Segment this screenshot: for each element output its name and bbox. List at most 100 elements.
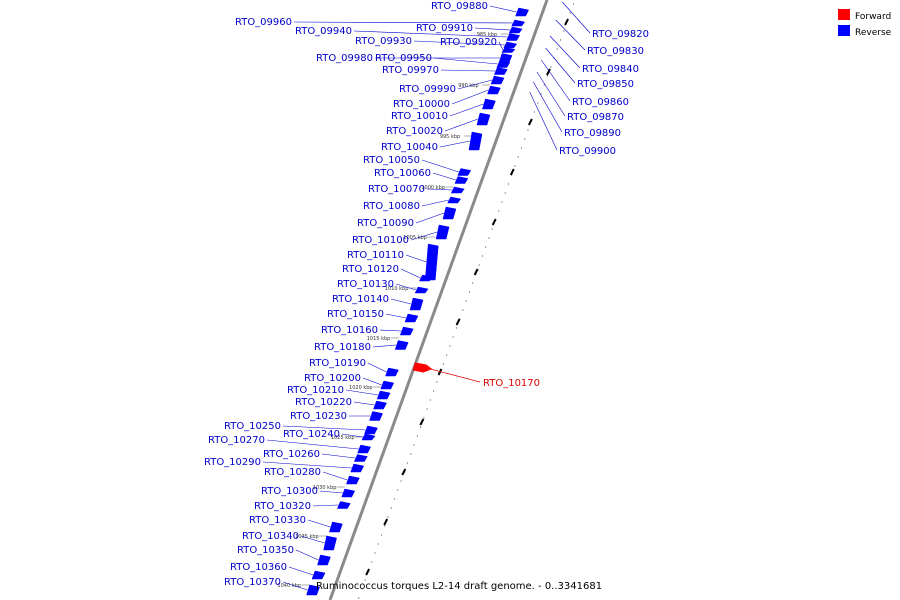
- gene-feature-RTO_10340[interactable]: [323, 535, 337, 551]
- gene-feature-RTO_09880[interactable]: [515, 7, 530, 17]
- gene-feature-RTO_10050[interactable]: [457, 168, 472, 176]
- gene-label-RTO_09930[interactable]: RTO_09930: [355, 36, 412, 47]
- gene-feature-RTO_10140[interactable]: [409, 297, 424, 311]
- gene-feature-RTO_10250[interactable]: [364, 425, 378, 435]
- gene-label-RTO_10150[interactable]: RTO_10150: [327, 309, 384, 320]
- gene-feature-RTO_10000[interactable]: [487, 85, 501, 95]
- gene-label-RTO_10100[interactable]: RTO_10100: [352, 235, 409, 246]
- gene-label-RTO_09980[interactable]: RTO_09980: [316, 53, 373, 64]
- gene-feature-RTO_10040[interactable]: [468, 131, 483, 151]
- gene-label-RTO_09820[interactable]: RTO_09820: [592, 29, 649, 40]
- gene-label-RTO_09940[interactable]: RTO_09940: [295, 26, 352, 37]
- gene-label-RTO_10020[interactable]: RTO_10020: [386, 126, 443, 137]
- gene-label-RTO_10230[interactable]: RTO_10230: [290, 411, 347, 422]
- gene-label-RTO_09990[interactable]: RTO_09990: [399, 84, 456, 95]
- gene-label-RTO_09920[interactable]: RTO_09920: [440, 37, 497, 48]
- gene-label-RTO_09850[interactable]: RTO_09850: [577, 79, 634, 90]
- gene-label-RTO_09890[interactable]: RTO_09890: [564, 128, 621, 139]
- gene-label-RTO_10140[interactable]: RTO_10140: [332, 294, 389, 305]
- gene-feature-RTO_10150[interactable]: [404, 313, 419, 323]
- gene-feature-RTO_10190[interactable]: [385, 367, 399, 377]
- gene-label-RTO_10210[interactable]: RTO_10210: [287, 385, 344, 396]
- gene-label-RTO_09830[interactable]: RTO_09830: [587, 46, 644, 57]
- gene-label-RTO_10040[interactable]: RTO_10040: [381, 142, 438, 153]
- gene-label-RTO_10130[interactable]: RTO_10130: [337, 279, 394, 290]
- gene-label-RTO_10060[interactable]: RTO_10060: [374, 168, 431, 179]
- gene-label-RTO_10340[interactable]: RTO_10340: [242, 531, 299, 542]
- gene-label-RTO_10320[interactable]: RTO_10320: [254, 501, 311, 512]
- gene-label-RTO_10200[interactable]: RTO_10200: [304, 373, 361, 384]
- gene-feature-RTO_09960[interactable]: [511, 19, 526, 27]
- gene-label-RTO_10260[interactable]: RTO_10260: [263, 449, 320, 460]
- gene-label-RTO_10330[interactable]: RTO_10330: [249, 515, 306, 526]
- gene-feature-RTO_10170[interactable]: [412, 362, 433, 373]
- gene-label-RTO_10370[interactable]: RTO_10370: [224, 577, 281, 588]
- gene-feature-RTO_10130[interactable]: [414, 286, 429, 294]
- gene-label-RTO_10160[interactable]: RTO_10160: [321, 325, 378, 336]
- gene-feature-RTO_10010[interactable]: [482, 98, 496, 110]
- gene-label-RTO_10270[interactable]: RTO_10270: [208, 435, 265, 446]
- gene-feature-RTO_09940[interactable]: [506, 33, 521, 41]
- gene-label-RTO_10110[interactable]: RTO_10110: [347, 250, 404, 261]
- gene-feature-RTO_10160[interactable]: [399, 326, 414, 336]
- gene-feature-RTO_10330[interactable]: [329, 521, 343, 533]
- gene-feature-RTO_10080[interactable]: [447, 196, 462, 204]
- gene-feature-RTO_10240[interactable]: [361, 433, 376, 441]
- gene-feature-RTO_10270[interactable]: [357, 444, 371, 454]
- gene-feature-RTO_10090[interactable]: [442, 206, 457, 220]
- gene-feature-RTO_10220[interactable]: [373, 400, 387, 410]
- gene-label-RTO_10070[interactable]: RTO_10070: [368, 184, 425, 195]
- gene-feature-RTO_10200[interactable]: [380, 380, 395, 390]
- gene-feature-RTO_10350[interactable]: [317, 554, 331, 566]
- gene-label-RTO_09960[interactable]: RTO_09960: [235, 17, 292, 28]
- gene-feature-RTO_10060[interactable]: [454, 176, 469, 184]
- gene-label-RTO_09870[interactable]: RTO_09870: [567, 112, 624, 123]
- gene-label-RTO_10280[interactable]: RTO_10280: [264, 467, 321, 478]
- gene-feature-RTO_10370[interactable]: [306, 584, 320, 596]
- ruler-dot: [364, 579, 366, 581]
- gene-feature-RTO_10100[interactable]: [435, 224, 450, 240]
- gene-label-RTO_10250[interactable]: RTO_10250: [224, 421, 281, 432]
- gene-feature-RTO_09950[interactable]: [496, 60, 511, 68]
- gene-label-RTO_10050[interactable]: RTO_10050: [363, 155, 420, 166]
- gene-label-RTO_09950[interactable]: RTO_09950: [375, 53, 432, 64]
- gene-feature-RTO_10280[interactable]: [346, 475, 360, 485]
- gene-feature-RTO_10260[interactable]: [353, 454, 368, 462]
- gene-label-RTO_10220[interactable]: RTO_10220: [295, 397, 352, 408]
- gene-feature-RTO_10120[interactable]: [419, 274, 433, 282]
- gene-feature-RTO_10110[interactable]: [424, 243, 439, 281]
- gene-label-RTO_10190[interactable]: RTO_10190: [309, 358, 366, 369]
- gene-feature-RTO_09970[interactable]: [493, 67, 508, 75]
- gene-label-RTO_10090[interactable]: RTO_10090: [357, 218, 414, 229]
- gene-label-RTO_10360[interactable]: RTO_10360: [230, 562, 287, 573]
- gene-feature-RTO_10020[interactable]: [476, 112, 491, 126]
- gene-feature-RTO_10320[interactable]: [336, 501, 351, 509]
- gene-feature-RTO_10210[interactable]: [376, 390, 391, 400]
- gene-label-RTO_10290[interactable]: RTO_10290: [204, 457, 261, 468]
- gene-label-RTO_10120[interactable]: RTO_10120: [342, 264, 399, 275]
- gene-feature-RTO_10290[interactable]: [350, 463, 365, 473]
- gene-label-RTO_09860[interactable]: RTO_09860: [572, 97, 629, 108]
- gene-feature-RTO_09930[interactable]: [503, 41, 518, 49]
- gene-label-RTO_10010[interactable]: RTO_10010: [391, 111, 448, 122]
- gene-label-RTO_10170[interactable]: RTO_10170: [483, 378, 540, 389]
- gene-feature-RTO_10070[interactable]: [450, 186, 465, 194]
- gene-feature-RTO_10180[interactable]: [394, 340, 409, 350]
- gene-label-RTO_09840[interactable]: RTO_09840: [582, 64, 639, 75]
- gene-feature-RTO_10360[interactable]: [311, 570, 326, 580]
- gene-label-RTO_10000[interactable]: RTO_10000: [393, 99, 450, 110]
- gene-feature-RTO_10300[interactable]: [341, 488, 356, 498]
- gene-label-RTO_10180[interactable]: RTO_10180: [314, 342, 371, 353]
- gene-feature-RTO_09990[interactable]: [490, 75, 505, 85]
- gene-label-RTO_09900[interactable]: RTO_09900: [559, 146, 616, 157]
- gene-feature-RTO_10230[interactable]: [369, 411, 383, 421]
- gene-label-RTO_09970[interactable]: RTO_09970: [382, 65, 439, 76]
- gene-feature-RTO_09910[interactable]: [508, 26, 523, 34]
- gene-label-RTO_10080[interactable]: RTO_10080: [363, 201, 420, 212]
- gene-label-RTO_10240[interactable]: RTO_10240: [283, 429, 340, 440]
- gene-label-RTO_09910[interactable]: RTO_09910: [416, 23, 473, 34]
- gene-feature-RTO_09920[interactable]: [501, 47, 516, 53]
- gene-label-RTO_10350[interactable]: RTO_10350: [237, 545, 294, 556]
- gene-label-RTO_09880[interactable]: RTO_09880: [431, 1, 488, 12]
- gene-label-RTO_10300[interactable]: RTO_10300: [261, 486, 318, 497]
